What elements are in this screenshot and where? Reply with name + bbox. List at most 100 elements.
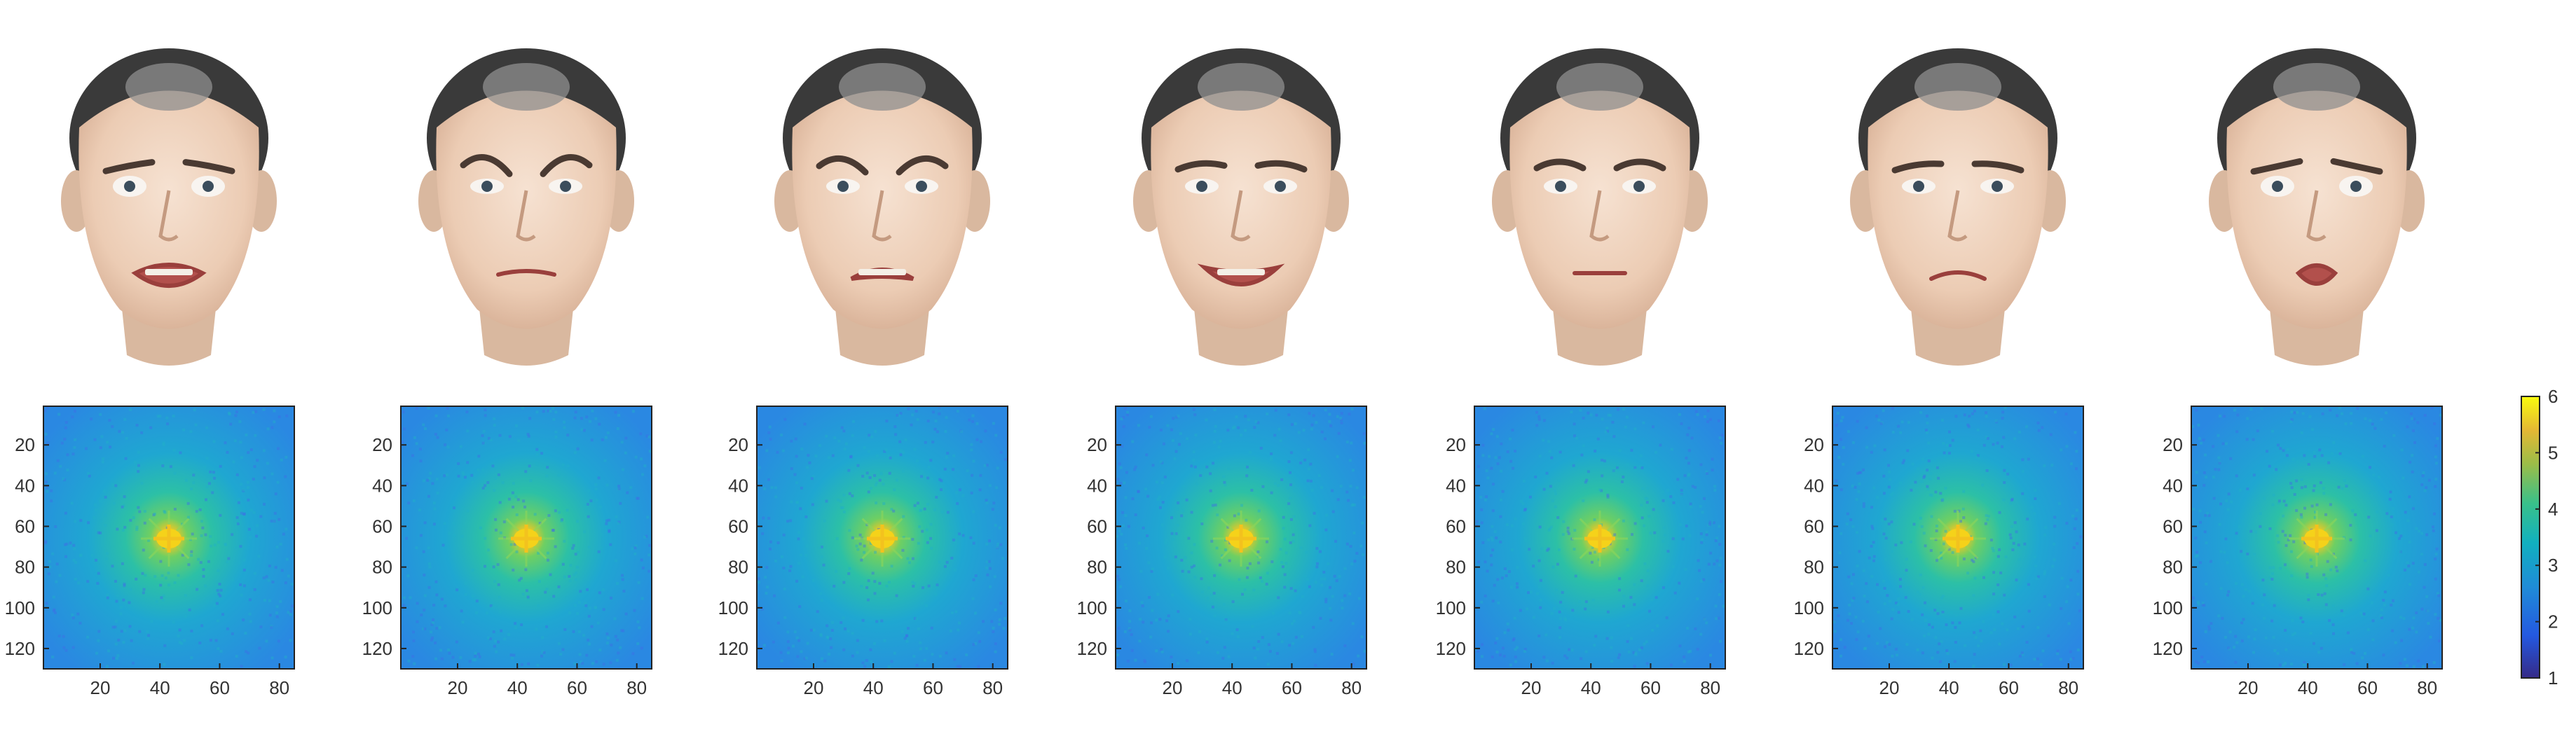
speckle: [978, 488, 982, 492]
speckle: [580, 417, 583, 420]
speckle: [422, 550, 425, 553]
speckle: [2247, 635, 2250, 639]
speckle: [893, 425, 897, 429]
speckle: [1711, 457, 1714, 461]
speckle: [1120, 417, 1123, 421]
y-tick-label: 120: [1077, 638, 1107, 659]
speckle: [1697, 559, 1700, 562]
face-photo-sadness: [1850, 48, 2066, 366]
speckle: [1582, 499, 1585, 503]
speckle: [1839, 532, 1843, 535]
speckle: [634, 544, 638, 548]
speckle: [1974, 636, 1978, 639]
speckle: [1481, 643, 1484, 646]
speckle: [258, 646, 261, 650]
speckle: [790, 500, 793, 504]
speckle: [2219, 587, 2223, 590]
speckle: [2359, 611, 2363, 615]
speckle: [66, 453, 69, 457]
speckle: [52, 595, 55, 599]
speckle: [1320, 583, 1324, 587]
speckle: [494, 528, 498, 532]
speckle: [1545, 471, 1549, 475]
speckle: [847, 469, 851, 472]
speckle: [1927, 632, 1931, 636]
right-eyebrow: [182, 159, 235, 174]
speckle: [1244, 415, 1247, 418]
face-photo-happiness: [1133, 48, 1349, 366]
speckle: [1901, 461, 1905, 464]
speckle: [944, 430, 947, 433]
speckle: [554, 545, 557, 548]
speckle: [912, 655, 916, 658]
speckle: [55, 580, 58, 583]
speckle: [228, 413, 231, 416]
speckle: [1641, 487, 1645, 490]
speckle: [237, 501, 240, 504]
speckle: [1980, 639, 1983, 643]
y-tick-label: 60: [2163, 516, 2183, 537]
speckle: [2249, 408, 2253, 411]
speckle: [1243, 588, 1247, 591]
speckle: [1982, 576, 1985, 579]
speckle: [2277, 501, 2281, 505]
speckle: [2383, 445, 2386, 448]
speckle: [1501, 490, 1505, 493]
speckle: [595, 660, 598, 663]
speckle: [1643, 524, 1646, 527]
speckle: [105, 557, 109, 560]
face-photo-neutral: [1492, 48, 1708, 366]
speckle: [770, 486, 774, 490]
speckle: [434, 657, 437, 660]
speckle: [1496, 578, 1500, 581]
speckle: [1851, 525, 1855, 528]
spectrum-axes-frame: [1115, 406, 1367, 670]
speckle: [2385, 512, 2389, 515]
speckle: [617, 487, 620, 491]
speckle: [1653, 531, 1657, 534]
speckle: [2026, 518, 2029, 521]
speckle: [953, 540, 957, 543]
speckle: [2078, 609, 2081, 613]
speckle: [1192, 458, 1195, 462]
speckle: [2351, 509, 2355, 513]
speckle: [1118, 529, 1121, 533]
speckle: [2355, 662, 2359, 665]
speckle: [248, 598, 252, 602]
y-tick-label: 20: [1446, 434, 1466, 455]
speckle: [2380, 616, 2383, 619]
gray-crown: [1556, 63, 1643, 111]
speckle: [1923, 634, 1926, 637]
speckle: [587, 489, 590, 492]
speckle: [624, 612, 628, 616]
speckle: [1640, 516, 1644, 520]
speckle: [129, 518, 132, 522]
y-tick-label: 100: [362, 597, 392, 618]
speckle: [1309, 462, 1313, 466]
speckle: [1141, 604, 1144, 608]
speckle: [1123, 481, 1126, 485]
x-tick-label: 20: [90, 677, 111, 698]
speckle: [1680, 492, 1683, 496]
speckle: [147, 539, 151, 542]
speckle: [867, 598, 870, 602]
speckle: [2284, 648, 2288, 651]
speckle: [619, 646, 622, 649]
speckle: [86, 635, 90, 639]
speckle: [1650, 598, 1654, 602]
speckle: [179, 451, 182, 455]
speckle: [1271, 611, 1275, 615]
speckle: [135, 528, 139, 531]
speckle: [72, 543, 76, 547]
speckle: [776, 621, 780, 625]
speckle: [1683, 655, 1686, 658]
speckle: [890, 660, 893, 663]
speckle: [2017, 558, 2021, 561]
speckle: [2290, 486, 2294, 490]
speckle: [2264, 636, 2268, 639]
speckle: [1537, 417, 1541, 421]
x-tick-label: 20: [1879, 677, 1900, 698]
speckle: [115, 600, 118, 603]
speckle: [938, 578, 942, 581]
speckle: [807, 454, 810, 457]
